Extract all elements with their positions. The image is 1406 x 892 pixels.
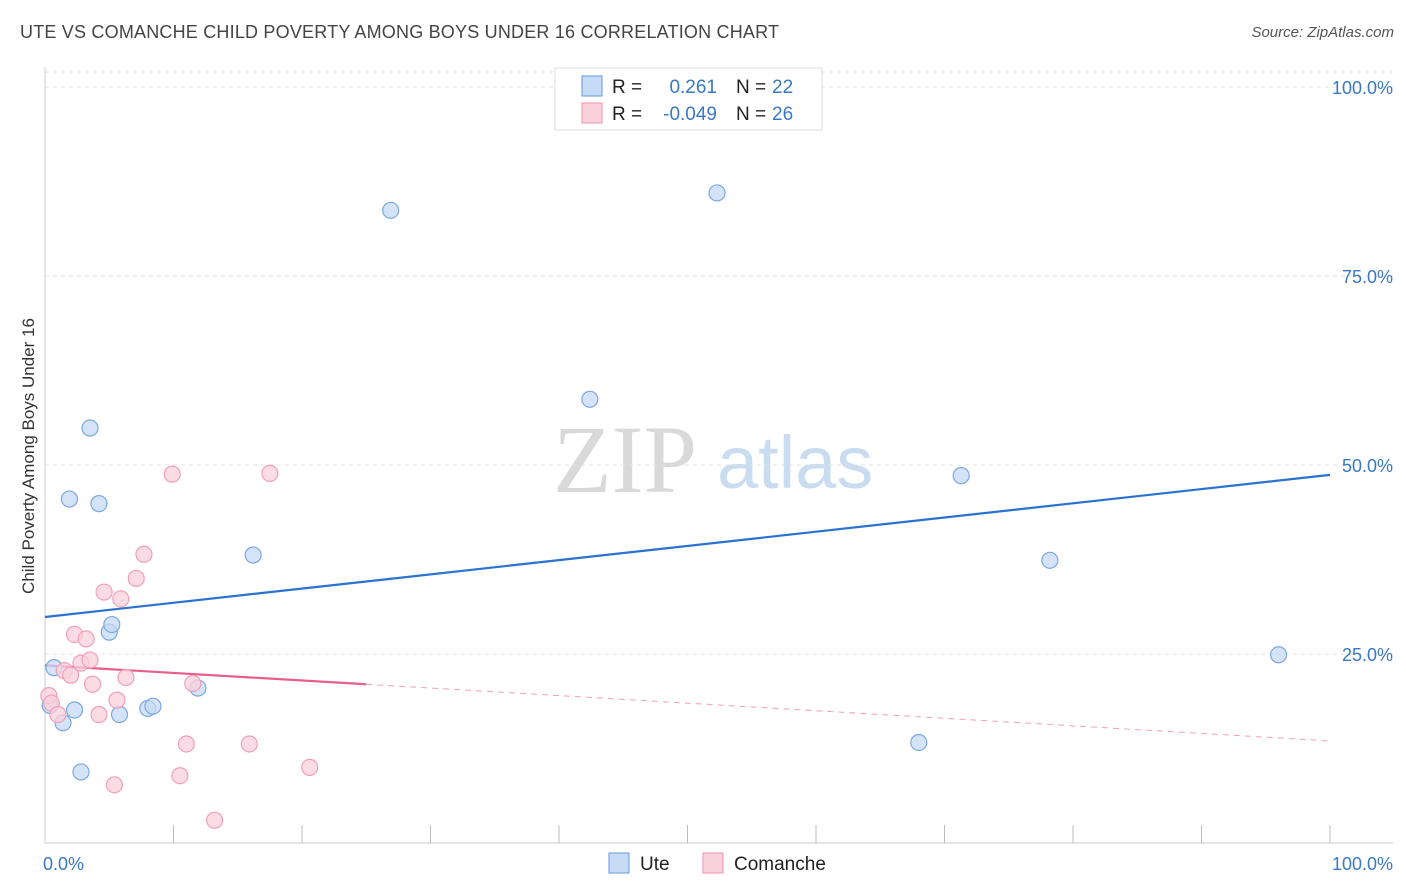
ute-point: [65, 701, 84, 719]
legend-r-label-ute: R =: [612, 77, 642, 98]
ute-point: [244, 546, 262, 564]
ute-point: [1269, 646, 1288, 664]
chart-title: UTE VS COMANCHE CHILD POVERTY AMONG BOYS…: [20, 22, 780, 42]
y-tick-label: 50.0%: [1342, 456, 1393, 476]
comanche-point: [171, 767, 189, 785]
legend-n-label-ute: N =: [736, 77, 766, 98]
ute-point: [708, 184, 726, 202]
series-legend: Ute Comanche: [608, 852, 826, 875]
comanche-point: [77, 630, 95, 648]
ute-point: [952, 467, 970, 485]
legend-swatch-ute: [581, 75, 603, 97]
comanche-point: [81, 651, 99, 669]
ute-point: [910, 733, 928, 752]
legend-r-value-ute: 0.261: [669, 77, 717, 98]
comanche-point: [105, 776, 123, 794]
comanche-trend-line: [44, 664, 367, 686]
watermark-zip: ZIP: [553, 406, 697, 513]
ute-point: [81, 419, 99, 437]
comanche-point: [90, 705, 108, 724]
grid: [45, 71, 1393, 655]
y-axis-label: Child Poverty Among Boys Under 16: [19, 318, 38, 594]
y-tick-label: 25.0%: [1342, 645, 1393, 665]
ute-point: [72, 763, 90, 781]
comanche-point: [184, 674, 202, 693]
bottom-legend-label-ute: Ute: [640, 854, 670, 875]
y-tick-label: 75.0%: [1342, 267, 1393, 287]
comanche-point: [127, 569, 145, 588]
y-tick-label: 100.0%: [1332, 78, 1393, 98]
comanche-point: [177, 735, 195, 753]
x-tick-label: 100.0%: [1332, 854, 1393, 874]
comanche-point: [112, 590, 130, 608]
ute-point: [144, 697, 162, 715]
ute-point: [90, 495, 108, 513]
x-tick-labels: 0.0% 100.0%: [43, 854, 1393, 874]
comanche-point: [301, 758, 319, 777]
stats-legend: R = 0.261 N = 22 R = -0.049 N = 26: [554, 67, 823, 131]
ute-point: [382, 201, 400, 219]
trend-lines: [44, 473, 1331, 742]
comanche-point: [62, 666, 80, 684]
legend-r-label-comanche: R =: [612, 104, 642, 125]
watermark-atlas: atlas: [717, 421, 873, 504]
ute-point: [110, 705, 129, 724]
bottom-legend-swatch-comanche: [702, 852, 724, 874]
comanche-point: [206, 811, 224, 829]
ute-trend-line: [44, 473, 1331, 619]
data-points: [40, 184, 1288, 829]
comanche-point: [163, 465, 181, 483]
comanche-point: [108, 691, 126, 709]
comanche-point: [117, 668, 135, 687]
bottom-legend-swatch-ute: [608, 852, 630, 874]
ute-point: [103, 615, 121, 634]
legend-swatch-comanche: [581, 102, 603, 124]
legend-n-value-ute: 22: [772, 77, 793, 98]
comanche-point: [261, 464, 279, 482]
bottom-legend-label-comanche: Comanche: [734, 854, 826, 875]
comanche-point: [135, 545, 153, 563]
ute-point: [581, 390, 599, 408]
comanche-point: [83, 675, 102, 693]
source-label: Source: ZipAtlas.com: [1251, 24, 1394, 41]
ute-point: [1041, 551, 1059, 569]
comanche-trend-line-dashed: [366, 683, 1331, 742]
comanche-point: [95, 583, 113, 601]
ute-point: [60, 490, 79, 508]
legend-r-value-comanche: -0.049: [663, 104, 717, 125]
legend-n-value-comanche: 26: [772, 104, 793, 125]
legend-n-label-comanche: N =: [736, 104, 766, 125]
x-tick-label: 0.0%: [43, 854, 84, 874]
axes: [44, 67, 1393, 844]
comanche-point: [240, 735, 258, 753]
comanche-point: [49, 705, 67, 724]
y-tick-labels: 25.0% 50.0% 75.0% 100.0%: [1332, 78, 1393, 665]
